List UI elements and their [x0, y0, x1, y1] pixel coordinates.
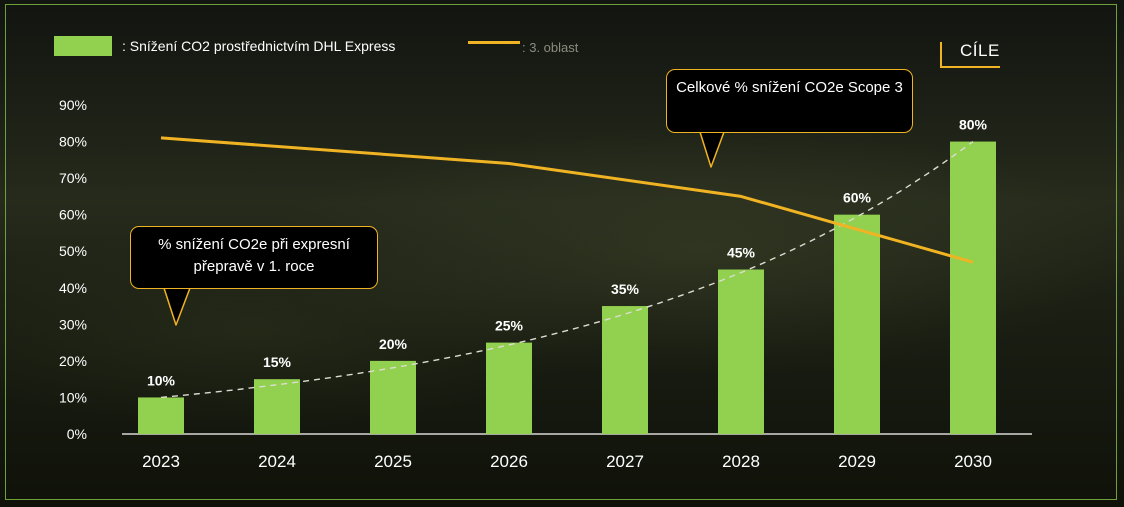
- data-label-2028: 45%: [727, 245, 756, 261]
- x-tick-label: 2028: [722, 452, 760, 471]
- bar-2023: [138, 397, 184, 434]
- y-tick-label: 70%: [59, 170, 87, 186]
- y-tick-label: 50%: [59, 243, 87, 259]
- x-tick-label: 2029: [838, 452, 876, 471]
- data-label-2025: 20%: [379, 336, 408, 352]
- goal-tag-horizontal-rule: [940, 66, 1000, 68]
- bar-2026: [486, 342, 532, 434]
- legend-line-swatch: [468, 41, 520, 44]
- data-label-2024: 15%: [263, 354, 292, 370]
- y-tick-label: 40%: [59, 280, 87, 296]
- data-label-2029: 60%: [843, 190, 872, 206]
- goal-tag-vertical-rule: [940, 42, 942, 68]
- data-label-2030: 80%: [959, 117, 988, 133]
- callout-express: % snížení CO2e při expresní přepravě v 1…: [130, 226, 378, 289]
- x-axis: 2023 2024 2025 2026 2027 2028 2029 2030: [142, 452, 992, 471]
- bar-2029: [834, 214, 880, 434]
- x-tick-label: 2023: [142, 452, 180, 471]
- y-axis: 0% 10% 20% 30% 40% 50% 60% 70% 80% 90%: [59, 97, 87, 442]
- x-tick-label: 2025: [374, 452, 412, 471]
- scope3-line: [160, 136, 974, 264]
- x-tick-label: 2030: [954, 452, 992, 471]
- y-tick-label: 10%: [59, 389, 87, 405]
- y-tick-label: 80%: [59, 134, 87, 150]
- y-tick-label: 0%: [67, 426, 87, 442]
- trend-line: [160, 141, 974, 399]
- callout-scope3-text: Celkové % snížení CO2e Scope 3: [676, 79, 903, 96]
- legend-bar-swatch: [54, 36, 112, 56]
- goal-tag: CÍLE: [938, 38, 1000, 70]
- legend-bar-label: : Snížení CO2 prostřednictvím DHL Expres…: [122, 38, 396, 54]
- x-tick-label: 2026: [490, 452, 528, 471]
- data-label-2026: 25%: [495, 318, 524, 334]
- x-tick-label: 2027: [606, 452, 644, 471]
- y-tick-label: 90%: [59, 97, 87, 113]
- bar-2025: [370, 360, 416, 434]
- callout-express-pointer: [163, 287, 191, 326]
- bar-2030: [950, 141, 996, 435]
- data-labels: 10% 15% 20% 25% 35% 45% 60% 80%: [147, 117, 988, 389]
- x-tick-label: 2024: [258, 452, 296, 471]
- bar-2027: [602, 306, 648, 434]
- legend-line-label: : 3. oblast: [522, 40, 579, 55]
- legend-line-entry: : 3. oblast: [468, 40, 578, 55]
- y-tick-label: 30%: [59, 316, 87, 332]
- bar-series: [138, 141, 996, 435]
- callout-scope3: Celkové % snížení CO2e Scope 3: [666, 69, 913, 133]
- bar-2024: [254, 379, 300, 434]
- data-label-2023: 10%: [147, 372, 176, 388]
- bar-2028: [718, 269, 764, 434]
- legend-bar-entry: : Snížení CO2 prostřednictvím DHL Expres…: [54, 36, 395, 56]
- goal-tag-label: CÍLE: [960, 41, 1000, 60]
- callout-scope3-pointer: [699, 131, 725, 168]
- callout-express-text: % snížení CO2e při expresní přepravě v 1…: [158, 236, 350, 275]
- data-label-2027: 35%: [611, 281, 640, 297]
- y-tick-label: 20%: [59, 353, 87, 369]
- y-tick-label: 60%: [59, 207, 87, 223]
